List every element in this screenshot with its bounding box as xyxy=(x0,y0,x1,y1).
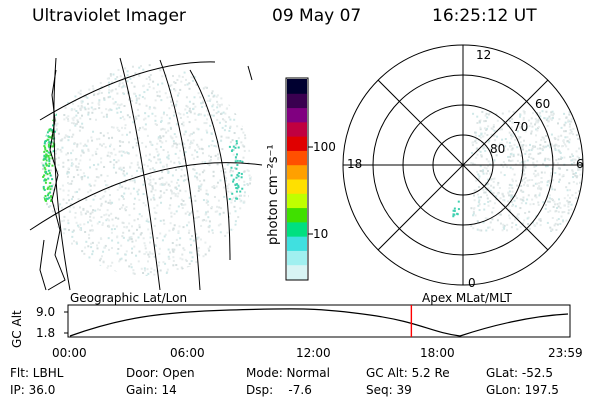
mlt-label-6: 6 xyxy=(576,157,584,171)
colorbar-band xyxy=(287,107,307,123)
filter-info: Flt: LBHL xyxy=(10,366,64,380)
tick-0600: 06:00 xyxy=(170,346,205,360)
door-info: Door: Open xyxy=(126,366,195,380)
colorbar-band xyxy=(287,79,307,94)
altitude-timeline xyxy=(64,304,571,338)
tick-1800: 18:00 xyxy=(420,346,455,360)
lat-label-80: 80 xyxy=(490,142,506,156)
gain-info: Gain: 14 xyxy=(126,383,177,397)
gc-alt-info: GC Alt: 5.2 Re xyxy=(366,366,450,380)
mode-info: Mode: Normal xyxy=(246,366,330,380)
ip-info: IP: 36.0 xyxy=(10,383,56,397)
colorbar-band xyxy=(287,150,307,166)
apex-caption: Apex MLat/MLT xyxy=(422,291,512,305)
ymin-label: 1.8 xyxy=(36,326,56,340)
colorbar-band xyxy=(287,164,307,180)
colorbar-band xyxy=(287,121,307,137)
geographic-caption: Geographic Lat/Lon xyxy=(70,291,188,305)
instrument-title: Ultraviolet Imager xyxy=(32,6,186,26)
mlt-label-12: 12 xyxy=(476,48,492,62)
colorbar-band xyxy=(287,236,307,251)
colorbar-band xyxy=(287,221,307,237)
date-label: 09 May 07 xyxy=(272,6,362,26)
mlt-label-18: 18 xyxy=(347,157,363,171)
mlt-label-0: 0 xyxy=(468,276,476,290)
lat-label-60: 60 xyxy=(535,97,551,111)
dsp-info: Dsp: -7.6 xyxy=(246,383,312,397)
tick-2359: 23:59 xyxy=(548,346,583,360)
time-label: 16:25:12 UT xyxy=(432,6,537,26)
glon-info: GLon: 197.5 xyxy=(486,383,559,397)
colorbar-band xyxy=(287,250,307,266)
colorbar-band xyxy=(287,93,307,109)
colorbar-band xyxy=(287,136,307,151)
colorbar-band xyxy=(287,193,307,209)
tick-0000: 00:00 xyxy=(52,346,87,360)
geographic-image xyxy=(29,57,263,291)
seq-info: Seq: 39 xyxy=(366,383,412,397)
lat-label-70: 70 xyxy=(513,120,529,134)
colorbar-band xyxy=(287,207,307,223)
coastline xyxy=(39,69,66,291)
ymax-label: 9.0 xyxy=(36,305,56,319)
colorbar-tick-100: 100 xyxy=(313,140,336,154)
color-bar xyxy=(285,77,313,281)
glat-info: GLat: -52.5 xyxy=(486,366,553,380)
polar-plot xyxy=(342,44,584,286)
altitude-curve xyxy=(69,308,569,337)
tick-1200: 12:00 xyxy=(296,346,331,360)
meridian-lines xyxy=(29,57,263,291)
colorbar-band xyxy=(287,179,307,194)
polar-diagonal-2 xyxy=(377,79,549,251)
timeline-ylabel: GC Alt xyxy=(10,310,24,348)
colorbar-band xyxy=(287,264,307,280)
colorbar-tick-10: 10 xyxy=(313,227,329,241)
colorbar-unit-label: photon cm⁻²s⁻¹ xyxy=(266,144,281,245)
